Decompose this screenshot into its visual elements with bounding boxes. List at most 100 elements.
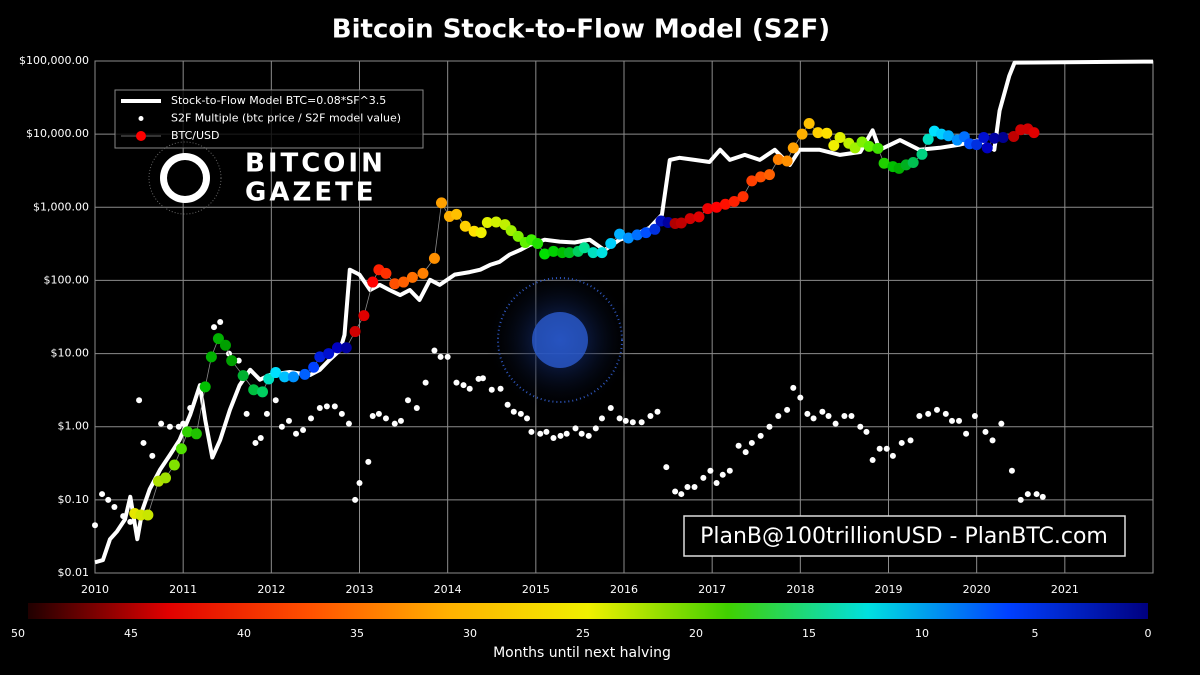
data-point bbox=[397, 417, 404, 424]
data-point bbox=[479, 375, 486, 382]
data-point bbox=[490, 216, 502, 228]
colorbar-tick-label: 30 bbox=[463, 627, 477, 640]
data-point bbox=[252, 439, 259, 446]
colorbar-tick-label: 15 bbox=[802, 627, 816, 640]
data-point bbox=[942, 130, 954, 142]
data-point bbox=[257, 435, 264, 442]
data-point bbox=[263, 373, 275, 385]
data-point bbox=[578, 242, 590, 254]
data-point bbox=[755, 171, 767, 183]
colorbar-tick-label: 5 bbox=[1032, 627, 1039, 640]
data-point bbox=[510, 408, 517, 415]
data-point bbox=[916, 413, 923, 420]
data-point bbox=[640, 227, 652, 239]
data-point bbox=[160, 472, 172, 484]
x-tick-label: 2013 bbox=[346, 583, 374, 596]
data-point bbox=[422, 379, 429, 386]
data-point bbox=[272, 397, 279, 404]
y-tick-label: $0.01 bbox=[58, 566, 90, 579]
data-point bbox=[389, 278, 401, 290]
data-point bbox=[331, 403, 338, 410]
data-point bbox=[700, 474, 707, 481]
x-tick-label: 2011 bbox=[169, 583, 197, 596]
data-point bbox=[684, 483, 691, 490]
data-point bbox=[963, 430, 970, 437]
data-point bbox=[417, 267, 429, 279]
data-point bbox=[982, 428, 989, 435]
data-point bbox=[563, 247, 575, 259]
data-point bbox=[691, 483, 698, 490]
data-point bbox=[857, 423, 864, 430]
data-point bbox=[834, 131, 846, 143]
data-point bbox=[314, 351, 326, 363]
data-point bbox=[369, 413, 376, 420]
x-tick-label: 2019 bbox=[875, 583, 903, 596]
data-point bbox=[550, 435, 557, 442]
legend: Stock-to-Flow Model BTC=0.08*SF^3.5 S2F M… bbox=[114, 89, 424, 149]
data-point bbox=[810, 415, 817, 422]
data-point bbox=[404, 397, 411, 404]
colorbar-label: Months until next halving bbox=[493, 645, 671, 661]
data-point bbox=[338, 410, 345, 417]
logo-ring bbox=[497, 277, 623, 403]
data-point bbox=[825, 413, 832, 420]
data-point bbox=[748, 439, 755, 446]
data-point bbox=[804, 410, 811, 417]
data-point bbox=[790, 384, 797, 391]
data-point bbox=[340, 342, 352, 354]
data-point bbox=[226, 355, 238, 367]
data-point bbox=[647, 413, 654, 420]
data-point bbox=[766, 423, 773, 430]
data-point bbox=[1039, 493, 1046, 500]
data-point bbox=[539, 248, 551, 260]
data-point bbox=[180, 420, 187, 427]
data-point bbox=[248, 384, 260, 396]
data-point bbox=[925, 410, 932, 417]
data-point bbox=[587, 247, 599, 259]
data-point bbox=[605, 237, 617, 249]
data-point bbox=[719, 471, 726, 478]
legend-label: S2F Multiple (btc price / S2F model valu… bbox=[171, 112, 401, 125]
credit-box: PlanB@100trillionUSD - PlanBTC.com bbox=[683, 515, 1126, 557]
data-point bbox=[828, 139, 840, 151]
data-point bbox=[797, 394, 804, 401]
x-tick-label: 2014 bbox=[434, 583, 462, 596]
data-point bbox=[933, 406, 940, 413]
data-point bbox=[746, 175, 758, 187]
data-point bbox=[323, 403, 330, 410]
data-point bbox=[140, 439, 147, 446]
data-point bbox=[922, 133, 934, 145]
data-point bbox=[883, 445, 890, 452]
colorbar-tick-label: 50 bbox=[11, 627, 25, 640]
x-tick-label: 2010 bbox=[81, 583, 109, 596]
x-tick-label: 2021 bbox=[1051, 583, 1079, 596]
data-point bbox=[136, 397, 143, 404]
data-point bbox=[629, 419, 636, 426]
data-point bbox=[211, 324, 218, 331]
data-point bbox=[638, 419, 645, 426]
data-point bbox=[212, 333, 224, 345]
data-point bbox=[431, 347, 438, 354]
data-point bbox=[672, 488, 679, 495]
y-tick-label: $10,000.00 bbox=[26, 127, 89, 140]
data-point bbox=[367, 276, 379, 288]
data-point bbox=[270, 367, 282, 379]
data-point bbox=[978, 131, 990, 143]
colorbar-tick-label: 0 bbox=[1145, 627, 1152, 640]
data-point bbox=[563, 430, 570, 437]
data-point bbox=[654, 408, 661, 415]
data-point bbox=[127, 518, 134, 525]
colorbar-tick-label: 25 bbox=[576, 627, 590, 640]
data-point bbox=[352, 496, 359, 503]
colorbar-tick-label: 20 bbox=[689, 627, 703, 640]
data-point bbox=[841, 413, 848, 420]
data-point bbox=[199, 381, 211, 393]
data-point bbox=[398, 276, 410, 288]
data-point bbox=[981, 142, 993, 154]
data-point bbox=[278, 423, 285, 430]
x-tick-label: 2012 bbox=[257, 583, 285, 596]
data-point bbox=[803, 117, 815, 129]
data-point bbox=[735, 442, 742, 449]
data-point bbox=[524, 415, 531, 422]
data-point bbox=[832, 420, 839, 427]
